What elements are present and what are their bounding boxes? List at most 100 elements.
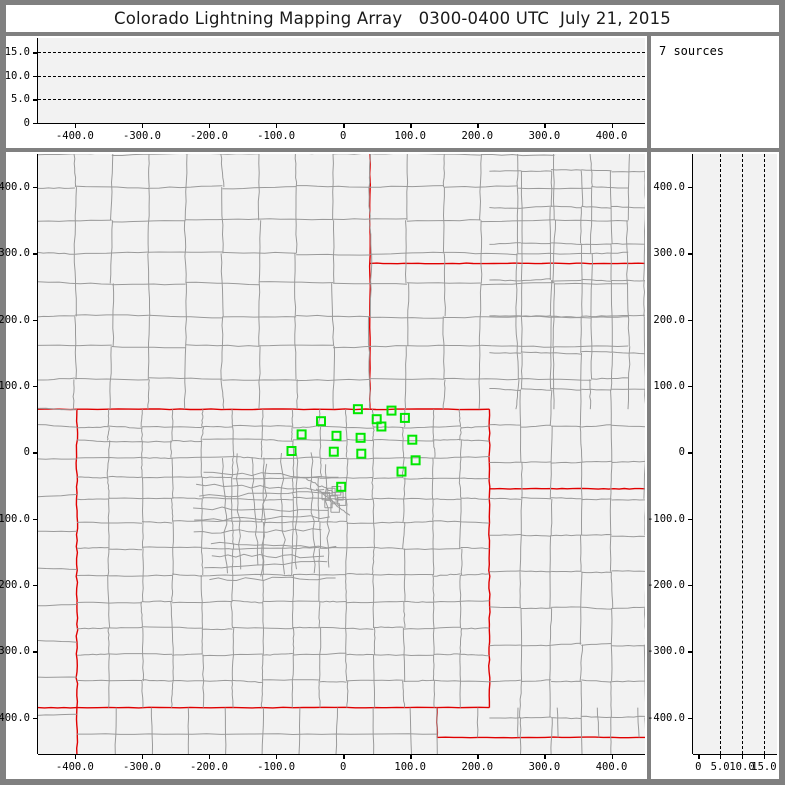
- altitude-gridline: [742, 154, 743, 754]
- title-bar: Colorado Lightning Mapping Array 0300-04…: [6, 5, 779, 32]
- source-marker: [286, 446, 297, 456]
- map-geography: [38, 154, 645, 754]
- y-tick-mark: [33, 123, 38, 125]
- y-tick-label: 300.0: [0, 247, 30, 260]
- source-marker: [316, 416, 326, 427]
- source-marker: [386, 405, 397, 416]
- x-tick-label: -200.0: [190, 130, 228, 142]
- source-marker: [410, 455, 421, 466]
- x-tick-label: -400.0: [55, 761, 94, 773]
- time-height-panel: 0 5.0 10.0 15.0 -400.0 -300.0 -200.0 -100.0 0 100…: [4, 36, 647, 148]
- time-height-plot-area: [38, 38, 645, 123]
- source-marker: [296, 429, 307, 440]
- x-tick-mark: [544, 123, 546, 128]
- y-tick-label: -300.0: [647, 645, 685, 658]
- y-tick-label: -300.0: [0, 645, 30, 658]
- source-markers-layer: [286, 404, 421, 492]
- y-tick-label: 200.0: [653, 313, 685, 326]
- page-title: Colorado Lightning Mapping Array 0300-04…: [113, 9, 671, 28]
- x-tick-label: 400.0: [595, 130, 628, 142]
- source-marker: [399, 412, 410, 423]
- x-tick-label: -300.0: [123, 761, 161, 773]
- source-marker: [352, 404, 363, 415]
- x-tick-mark: [74, 123, 77, 128]
- y-tick-mark: [33, 319, 38, 322]
- x-tick-mark: [209, 754, 211, 759]
- x-tick-mark: [142, 123, 144, 128]
- y-tick-label: 400.0: [653, 181, 685, 194]
- y-tick-mark: [688, 187, 693, 189]
- y-tick-label: 5.0: [11, 93, 30, 106]
- y-tick-mark: [33, 452, 38, 454]
- x-tick-mark: [611, 754, 613, 759]
- y-tick-label: 100.0: [653, 380, 685, 392]
- source-count-panel: 7 sources: [651, 36, 779, 148]
- x-tick-mark: [74, 754, 77, 759]
- x-axis-line: [38, 123, 645, 125]
- y-tick-label: -100.0: [647, 512, 685, 525]
- altitude-gridline: [763, 154, 765, 754]
- height-gridline: [38, 99, 645, 101]
- x-tick-mark: [410, 754, 412, 759]
- y-tick-mark: [33, 52, 38, 54]
- source-marker: [355, 432, 366, 443]
- y-tick-label: 100.0: [0, 380, 30, 392]
- x-tick-mark: [209, 123, 211, 128]
- x-tick-label: 15.0: [751, 761, 777, 773]
- y-tick-label: 0: [23, 117, 30, 129]
- y-tick-label: -200.0: [647, 578, 685, 591]
- x-tick-label: -400.0: [55, 130, 94, 142]
- height-gridline: [38, 75, 645, 77]
- x-tick-label: 200.0: [461, 761, 494, 773]
- y-tick-mark: [688, 319, 693, 322]
- y-axis-line: [37, 38, 39, 123]
- height-gridline: [38, 52, 645, 54]
- altitude-vs-north-panel: 0 5.0 10.0 15.0 400.0 300.0 200.0 100.0 0 -100.0 -…: [647, 152, 779, 779]
- y-tick-mark: [33, 651, 38, 653]
- y-tick-mark: [688, 651, 693, 653]
- x-tick-mark: [720, 754, 722, 759]
- y-tick-mark: [688, 452, 693, 454]
- y-tick-label: -400.0: [0, 711, 30, 724]
- x-tick-mark: [544, 754, 546, 759]
- x-tick-label: -300.0: [123, 130, 161, 142]
- y-tick-label: 15.0: [4, 46, 30, 59]
- x-tick-mark: [763, 754, 766, 759]
- source-marker: [331, 430, 342, 441]
- altitude-plot-area: [693, 154, 777, 754]
- map-plot-area: [38, 154, 645, 754]
- x-tick-label: 0: [695, 761, 702, 773]
- x-axis-line: [693, 754, 777, 756]
- y-axis-line: [692, 154, 694, 754]
- y-tick-label: -200.0: [0, 578, 30, 591]
- x-axis-line: [38, 754, 645, 756]
- x-tick-label: 5.0: [710, 761, 730, 773]
- y-tick-label: 200.0: [0, 313, 30, 326]
- x-tick-label: 0: [340, 130, 347, 142]
- x-tick-mark: [142, 754, 144, 759]
- y-tick-mark: [33, 253, 38, 255]
- y-tick-label: -100.0: [0, 512, 30, 525]
- x-tick-mark: [611, 123, 613, 128]
- y-tick-mark: [688, 386, 693, 388]
- x-tick-mark: [477, 754, 479, 759]
- y-tick-mark: [33, 187, 38, 189]
- y-tick-mark: [33, 584, 38, 587]
- x-tick-label: 400.0: [595, 761, 628, 773]
- source-marker: [376, 421, 387, 432]
- x-tick-label: 100.0: [394, 130, 426, 142]
- y-tick-label: -400.0: [647, 711, 685, 724]
- y-tick-mark: [33, 386, 38, 388]
- x-tick-mark: [477, 123, 479, 128]
- y-tick-mark: [33, 717, 38, 719]
- source-marker: [336, 481, 347, 492]
- x-tick-label: 10.0: [729, 761, 755, 773]
- y-tick-label: 0: [23, 446, 30, 459]
- x-tick-mark: [343, 754, 345, 759]
- x-tick-label: 0: [340, 761, 347, 773]
- plan-view-map-panel: 400.0 300.0 200.0 100.0 0 -100.0 -200.0 -300.0 -…: [0, 152, 647, 779]
- x-tick-label: 200.0: [461, 130, 494, 142]
- x-tick-mark: [410, 123, 412, 128]
- source-marker: [328, 446, 339, 457]
